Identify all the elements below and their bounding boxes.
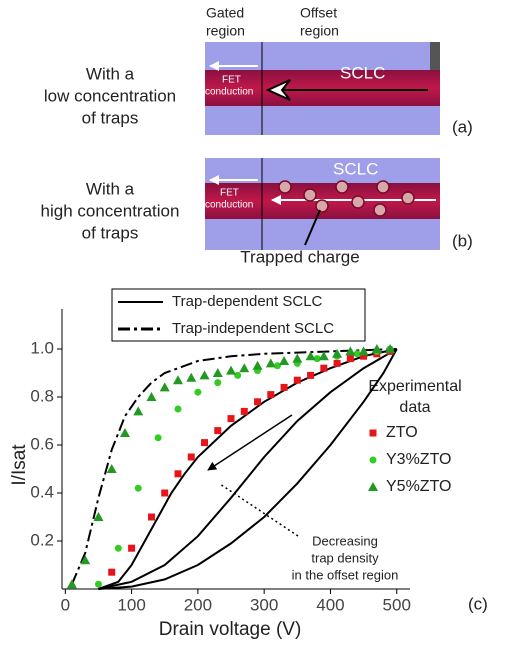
marker (115, 545, 122, 552)
y-tick-label: 0.2 (30, 530, 54, 549)
figure: Gated region Offset region FET conductio… (0, 0, 518, 648)
fet: FET (222, 75, 241, 86)
x-tick-label: 0 (61, 595, 70, 614)
marker (279, 356, 289, 365)
legend-label: Trap-dependent SCLC (172, 293, 323, 310)
header: region (300, 23, 339, 39)
marker (353, 350, 360, 357)
marker (155, 434, 162, 441)
legend-label: Y3%ZTO (386, 451, 452, 468)
label: low concentration (44, 86, 176, 105)
marker (347, 355, 354, 362)
annotation: Decreasing (312, 533, 378, 548)
marker (120, 428, 130, 437)
x-tick-label: 200 (184, 595, 212, 614)
marker (334, 360, 341, 367)
x-tick-label: 300 (250, 595, 278, 614)
fet: conduction (205, 200, 253, 211)
marker (128, 545, 135, 552)
y-tick-label: 1.0 (30, 338, 54, 357)
marker (135, 485, 142, 492)
marker (226, 366, 236, 375)
annotation: in the offset region (292, 567, 399, 582)
marker (228, 415, 235, 422)
marker (281, 384, 288, 391)
x-label: Drain voltage (V) (159, 619, 302, 640)
legend-title: Experimental (368, 378, 461, 395)
marker (161, 490, 168, 497)
y-tick-label: 0.8 (30, 386, 54, 405)
marker (213, 368, 223, 377)
marker (368, 482, 378, 491)
marker (175, 470, 182, 477)
marker (239, 363, 249, 372)
marker (274, 362, 281, 369)
arrow (208, 415, 292, 470)
marker (146, 392, 156, 401)
legend-label: ZTO (386, 424, 418, 441)
fet: FET (220, 188, 239, 199)
x-tick-label: 100 (117, 595, 145, 614)
marker (372, 344, 382, 353)
marker (214, 427, 221, 434)
marker (253, 361, 263, 370)
panel-a: FET conduction SCLC With a low concentra… (44, 42, 473, 136)
marker (201, 439, 208, 446)
marker (175, 406, 182, 413)
trapped-charge: Trapped charge (240, 247, 359, 266)
marker (307, 372, 314, 379)
marker (370, 457, 377, 464)
arrow (220, 484, 298, 536)
header: Offset (300, 5, 337, 21)
marker (234, 372, 241, 379)
header: Gated (206, 5, 244, 21)
marker (186, 373, 196, 382)
header: region (206, 23, 245, 39)
label: With a (86, 64, 135, 83)
legend-label: Trap-independent SCLC (172, 320, 334, 337)
sclc: SCLC (340, 63, 385, 82)
legend-label: Y5%ZTO (386, 478, 452, 495)
y-tick-label: 0.6 (30, 434, 54, 453)
marker (67, 579, 77, 588)
marker (160, 382, 170, 391)
marker (266, 358, 276, 367)
label: With a (86, 179, 135, 198)
marker (148, 514, 155, 521)
marker (200, 370, 210, 379)
tag: (b) (452, 231, 473, 250)
contact (430, 42, 440, 70)
label: of traps (82, 223, 139, 242)
marker (188, 454, 195, 461)
marker (194, 389, 201, 396)
marker (254, 398, 261, 405)
label: high concentration (41, 201, 180, 220)
sclc: SCLC (333, 159, 378, 178)
marker (370, 430, 377, 437)
annotation: trap density (311, 550, 379, 565)
marker (314, 355, 321, 362)
label: of traps (82, 108, 139, 127)
y-label: I/Isat (9, 444, 30, 486)
marker (320, 365, 327, 372)
marker (306, 351, 316, 360)
x-tick-label: 500 (383, 595, 411, 614)
x-tick-label: 400 (316, 595, 344, 614)
marker (294, 377, 301, 384)
legend-title: data (399, 399, 430, 416)
panel-b: FET conduction SCLC Trapped charge With … (41, 158, 473, 266)
marker (108, 569, 115, 576)
fet: conduction (205, 87, 253, 98)
marker (173, 375, 183, 384)
marker (267, 391, 274, 398)
marker (133, 406, 143, 415)
marker (95, 581, 102, 588)
y-tick-label: 0.4 (30, 482, 54, 501)
marker (241, 408, 248, 415)
tag: (a) (452, 117, 473, 136)
marker (214, 379, 221, 386)
tag: (c) (468, 594, 488, 613)
marker (292, 354, 302, 363)
